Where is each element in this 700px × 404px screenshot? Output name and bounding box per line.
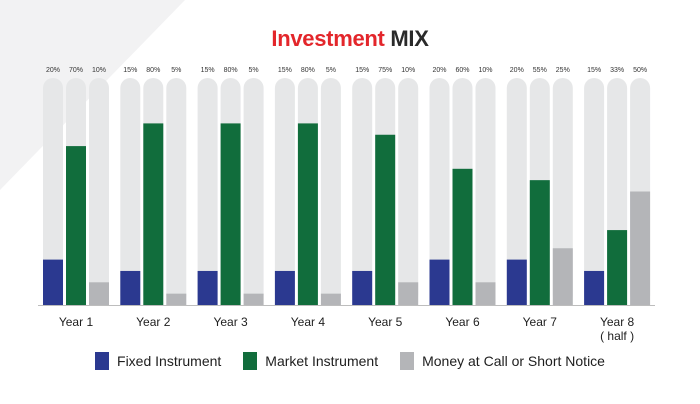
data-label-money: 5%: [249, 67, 259, 74]
legend-label-market: Market Instrument: [265, 353, 379, 369]
data-label-fixed: 15%: [201, 67, 215, 74]
category-label: Year 5: [368, 315, 403, 329]
category-label: ( half ): [600, 329, 634, 343]
data-label-money: 5%: [326, 67, 336, 74]
chart-title-mix: MIX: [390, 26, 429, 51]
bar-market: [220, 123, 241, 306]
bar-track: [475, 78, 496, 305]
data-label-money: 10%: [401, 67, 415, 74]
data-label-market: 33%: [610, 67, 624, 74]
bar-fixed: [43, 259, 63, 305]
bar-money: [243, 293, 264, 305]
legend-swatch-market: [243, 352, 258, 370]
bar-track: [43, 78, 63, 305]
bar-track: [584, 78, 605, 305]
category-label: Year 7: [523, 315, 558, 329]
data-label-market: 75%: [378, 67, 392, 74]
data-label-fixed: 20%: [510, 67, 524, 74]
category-label: Year 3: [213, 315, 248, 329]
bar-track: [166, 78, 187, 305]
category-label: Year 1: [59, 315, 94, 329]
data-label-market: 70%: [69, 67, 83, 74]
bar-track: [398, 78, 419, 305]
data-label-fixed: 15%: [123, 67, 137, 74]
bar-market: [143, 123, 164, 306]
data-label-market: 80%: [224, 67, 238, 74]
bar-track: [120, 78, 141, 305]
bar-money: [475, 282, 496, 305]
bar-fixed: [120, 270, 141, 305]
bar-track: [320, 78, 341, 305]
data-label-market: 80%: [146, 67, 160, 74]
data-label-market: 80%: [301, 67, 315, 74]
data-label-market: 55%: [533, 67, 547, 74]
bar-money: [630, 191, 651, 305]
legend-swatch-money: [400, 352, 415, 370]
bar-market: [297, 123, 318, 306]
legend-swatch-fixed: [95, 352, 110, 370]
data-label-fixed: 20%: [46, 67, 60, 74]
bar-fixed: [429, 259, 450, 305]
legend: Fixed Instrument Market Instrument Money…: [0, 352, 700, 370]
data-label-money: 50%: [633, 67, 647, 74]
bar-fixed: [584, 270, 605, 305]
data-label-fixed: 15%: [278, 67, 292, 74]
bar-money: [398, 282, 419, 305]
data-label-fixed: 15%: [355, 67, 369, 74]
category-label: Year 6: [445, 315, 480, 329]
bar-fixed: [197, 270, 218, 305]
legend-item-fixed: Fixed Instrument: [95, 352, 221, 370]
bar-money: [552, 248, 573, 305]
bar-market: [375, 134, 396, 305]
chart-title: Investment MIX: [0, 26, 700, 52]
bar-track: [506, 78, 527, 305]
chart-title-investment: Investment: [271, 26, 385, 51]
bar-market: [607, 230, 628, 305]
data-label-money: 5%: [171, 67, 181, 74]
bar-track: [429, 78, 450, 305]
category-label: Year 2: [136, 315, 171, 329]
data-label-money: 10%: [92, 67, 106, 74]
data-label-market: 60%: [455, 67, 469, 74]
category-label: Year 8: [600, 315, 635, 329]
legend-label-money: Money at Call or Short Notice: [422, 353, 605, 369]
data-label-fixed: 20%: [432, 67, 446, 74]
category-label: Year 4: [291, 315, 326, 329]
data-label-money: 25%: [556, 67, 570, 74]
bar-fixed: [352, 270, 373, 305]
legend-item-market: Market Instrument: [243, 352, 378, 370]
bar-money: [89, 282, 109, 305]
bar-market: [452, 168, 473, 305]
bar-money: [166, 293, 187, 305]
bar-track: [352, 78, 373, 305]
bar-market: [66, 146, 86, 305]
bar-track: [243, 78, 264, 305]
legend-label-fixed: Fixed Instrument: [117, 353, 222, 369]
data-label-money: 10%: [478, 67, 492, 74]
legend-item-money: Money at Call or Short Notice: [400, 352, 605, 370]
bar-money: [320, 293, 341, 305]
bar-fixed: [506, 259, 527, 305]
bar-track: [197, 78, 218, 305]
bar-track: [274, 78, 295, 305]
bar-track: [89, 78, 109, 305]
bar-market: [529, 180, 550, 305]
bar-fixed: [274, 270, 295, 305]
data-label-fixed: 15%: [587, 67, 601, 74]
